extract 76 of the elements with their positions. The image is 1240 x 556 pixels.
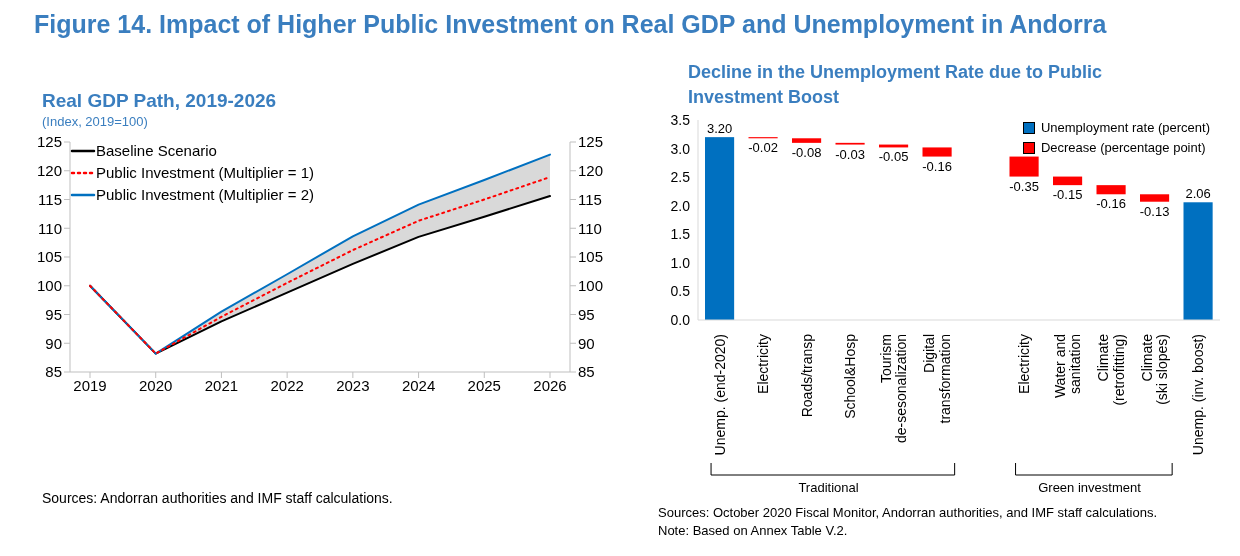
x-tick-label: 2025 bbox=[467, 376, 501, 394]
y-tick-label: 95 bbox=[45, 305, 62, 323]
x-tick-label: 2022 bbox=[270, 376, 304, 394]
y2-tick-label: 85 bbox=[578, 363, 595, 381]
bar bbox=[1140, 194, 1170, 202]
data-label: -0.15 bbox=[1052, 187, 1083, 203]
text: Traditional bbox=[797, 480, 860, 495]
y-tick-label: 100 bbox=[36, 277, 62, 295]
data-label: -0.03 bbox=[835, 146, 865, 162]
y2-tick-label: 100 bbox=[578, 277, 604, 295]
y-tick-label: 85 bbox=[45, 363, 62, 381]
x-tick-label: Electricity bbox=[1016, 334, 1033, 394]
x-tick-label: Unemp. (inv. boost) bbox=[1190, 334, 1207, 456]
y-tick-label: 1.0 bbox=[670, 254, 691, 271]
data-label: -0.02 bbox=[748, 140, 778, 156]
bar bbox=[1053, 176, 1083, 186]
y2-tick-label: 90 bbox=[578, 334, 595, 352]
y2-tick-label: 110 bbox=[578, 219, 602, 237]
x-tick-label: 2019 bbox=[73, 376, 107, 394]
y2-tick-label: 125 bbox=[578, 133, 604, 151]
y-tick-label: 105 bbox=[36, 248, 62, 266]
y2-tick-label: 120 bbox=[578, 162, 604, 180]
y-tick-label: 0.5 bbox=[670, 283, 691, 300]
chart-title: Figure 14. Impact of Higher Public Investment on Real GDP and Unemployment in Andorra bbox=[34, 10, 1107, 39]
chart-title: Decline in the Unemployment Rate due to Public Investment Boost bbox=[688, 61, 1104, 109]
data-label: 2.06 bbox=[1185, 186, 1211, 202]
y-tick-label: 110 bbox=[38, 219, 62, 237]
y-tick-label: 3.0 bbox=[670, 140, 691, 157]
y-tick-label: 3.5 bbox=[670, 111, 691, 128]
bar bbox=[792, 138, 822, 143]
x-tick-label: 2021 bbox=[204, 376, 239, 394]
data-label: -0.08 bbox=[791, 144, 822, 160]
x-tick-label: School&Hosp bbox=[842, 333, 859, 419]
data-label: -0.05 bbox=[878, 149, 909, 165]
x-tick-label: 2026 bbox=[533, 376, 567, 394]
data-label: -0.16 bbox=[1096, 196, 1126, 212]
data-label: -0.13 bbox=[1139, 203, 1170, 219]
bar bbox=[705, 137, 735, 320]
data-label: -0.35 bbox=[1009, 178, 1039, 194]
source-note: Sources: Andorran authorities and IMF staff calculations. bbox=[42, 490, 393, 506]
y2-tick-label: 95 bbox=[578, 305, 595, 323]
y-tick-label: 2.0 bbox=[670, 197, 691, 214]
bar bbox=[922, 147, 952, 157]
y-tick-label: 115 bbox=[38, 190, 62, 208]
x-tick-label: Water and sanitation bbox=[1051, 334, 1084, 399]
legend-label: Baseline Scenario bbox=[96, 141, 217, 161]
y-tick-label: 1.5 bbox=[670, 226, 691, 243]
y2-tick-label: 105 bbox=[578, 248, 604, 266]
legend-label: Public Investment (Multiplier = 1) bbox=[96, 163, 314, 183]
source-note: Sources: October 2020 Fiscal Monitor, Andorran authorities, and IMF staff calculations. bbox=[658, 505, 1158, 520]
data-label: -0.16 bbox=[922, 158, 952, 174]
x-tick-label: Climate (retrofitting) bbox=[1095, 333, 1127, 406]
data-label: 3.20 bbox=[706, 121, 733, 137]
legend-label: Public Investment (Multiplier = 2) bbox=[96, 185, 314, 205]
y-tick-label: 125 bbox=[36, 133, 62, 151]
x-tick-label: Roads/transp bbox=[798, 333, 815, 418]
x-tick-label: Unemp. (end-2020) bbox=[711, 334, 728, 456]
x-tick-label: Tourism de-sesonalization bbox=[877, 334, 910, 443]
y-tick-label: 90 bbox=[45, 334, 62, 352]
y-axis-title: (Index, 2019=100) bbox=[42, 114, 148, 129]
x-tick-label: 2024 bbox=[401, 376, 436, 394]
y2-tick-label: 115 bbox=[578, 190, 602, 208]
x-tick-label: 2023 bbox=[336, 376, 370, 394]
x-tick-label: 2020 bbox=[139, 376, 173, 394]
legend-label: Decrease (percentage point) bbox=[1040, 139, 1206, 157]
x-tick-label: Climate (ski slopes) bbox=[1138, 333, 1171, 405]
bar bbox=[1096, 185, 1126, 195]
x-tick-label: Electricity bbox=[755, 334, 772, 394]
legend-label: Unemployment rate (percent) bbox=[1040, 119, 1210, 137]
bar bbox=[1183, 202, 1213, 320]
y-tick-label: 2.5 bbox=[670, 169, 691, 186]
y-tick-label: 120 bbox=[36, 162, 62, 180]
chart-subtitle: Real GDP Path, 2019-2026 bbox=[42, 90, 277, 112]
y-tick-label: 0.0 bbox=[670, 311, 691, 328]
text: Note: Based on Annex Table V.2. bbox=[658, 523, 848, 538]
text: Green investment bbox=[1037, 480, 1142, 495]
